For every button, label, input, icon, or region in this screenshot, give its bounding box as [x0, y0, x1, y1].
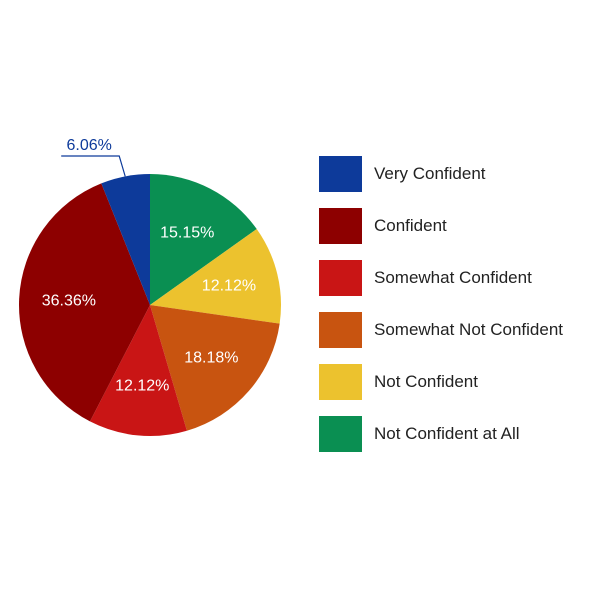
legend-label: Somewhat Confident	[374, 268, 532, 287]
legend-item-very-confident: Very Confident	[319, 156, 594, 192]
pie-slice-not-confident	[150, 229, 281, 324]
pie-slices	[19, 174, 281, 436]
legend-item-not-confident-at-all: Not Confident at All	[319, 416, 594, 452]
legend-item-somewhat-confident: Somewhat Confident	[319, 260, 594, 296]
pie-slice-confident	[19, 183, 151, 422]
legend-item-not-confident: Not Confident	[319, 364, 594, 400]
legend-label: Somewhat Not Confident	[374, 320, 563, 339]
pie-slice-very-confident	[101, 174, 150, 305]
pie-labels: 15.15% 12.12% 18.18% 12.12% 36.36% 6.06%	[42, 137, 256, 394]
legend-label: Very Confident	[374, 164, 486, 183]
slice-value-label: 6.06%	[67, 137, 112, 154]
legend-label: Not Confident at All	[374, 424, 520, 443]
legend-item-somewhat-not-confident: Somewhat Not Confident	[319, 312, 594, 348]
slice-value-label: 12.12%	[115, 377, 169, 394]
pie-slice-somewhat-confident	[89, 305, 187, 436]
legend-swatch	[319, 416, 362, 452]
legend-swatch	[319, 260, 362, 296]
legend-label: Confident	[374, 216, 447, 235]
slice-value-label: 15.15%	[160, 224, 214, 241]
legend-swatch	[319, 364, 362, 400]
legend-item-confident: Confident	[319, 208, 594, 244]
pie-slice-not-confident-at-all	[150, 174, 257, 305]
slice-value-label: 18.18%	[184, 350, 238, 367]
legend-swatch	[319, 208, 362, 244]
legend-swatch	[319, 312, 362, 348]
pie-slice-somewhat-not-confident	[150, 305, 280, 431]
chart-legend: Very Confident Confident Somewhat Confid…	[319, 156, 594, 468]
leader-line	[61, 155, 126, 177]
slice-value-label: 36.36%	[42, 293, 96, 310]
legend-label: Not Confident	[374, 372, 478, 391]
slice-value-label: 12.12%	[202, 277, 256, 294]
legend-swatch	[319, 156, 362, 192]
